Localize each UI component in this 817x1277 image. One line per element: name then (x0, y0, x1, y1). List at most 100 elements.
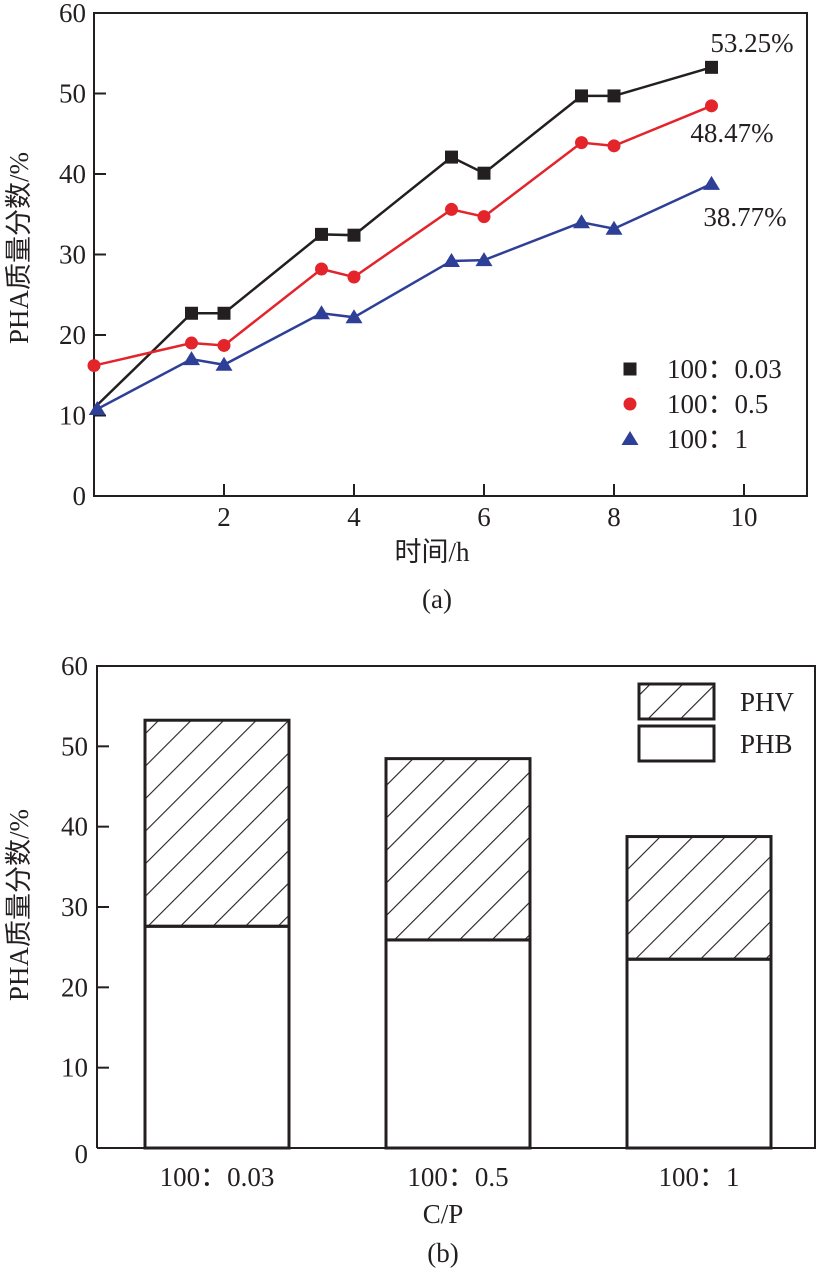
legend-marker (621, 431, 639, 445)
data-point (315, 262, 328, 276)
x-tick-label: 100：0.5 (407, 1162, 508, 1192)
legend-marker (623, 397, 637, 411)
data-point (87, 359, 101, 373)
chart-b-x-axis-title: C/P (423, 1199, 464, 1229)
y-tick-label: 30 (59, 240, 86, 270)
data-point (215, 356, 233, 371)
data-point (705, 60, 718, 74)
chart-a-y-axis: 0 10 20 30 40 50 60 (59, 0, 106, 511)
data-point (345, 309, 363, 324)
legend-item: PHV (637, 682, 795, 721)
series-line (96, 182, 713, 411)
legend-item: 100：1 (621, 424, 748, 454)
bar-segment-phb (384, 938, 532, 1150)
legend-item: 100：0.03 (623, 354, 782, 384)
chart-a-caption: (a) (422, 584, 452, 614)
chart-a-x-axis-title: 时间/h (394, 537, 470, 567)
y-tick-label: 40 (61, 812, 88, 842)
bar-segment-phb (625, 957, 773, 1150)
chart-b-legend: PHV PHB (637, 682, 795, 763)
legend-label: 100：1 (667, 424, 748, 454)
legend-label: 100：0.5 (667, 389, 768, 419)
chart-b-y-axis-title: PHA质量分数/% (4, 809, 34, 1001)
bar-segment-phv (143, 718, 291, 928)
bar-group (625, 835, 773, 1150)
data-point (573, 214, 590, 229)
data-point (347, 228, 361, 242)
x-tick-label: 100：0.03 (160, 1162, 275, 1192)
data-point (88, 401, 106, 416)
data-point (607, 139, 621, 153)
data-point (705, 99, 718, 113)
data-point (575, 89, 588, 103)
data-point (477, 166, 491, 180)
y-tick-label: 40 (59, 159, 86, 189)
chart-b-bars (143, 718, 773, 1150)
legend-swatch (637, 682, 716, 721)
x-tick-label: 10 (731, 502, 758, 532)
y-tick-label: 0 (75, 1139, 89, 1169)
x-tick-label: 4 (347, 502, 361, 532)
y-tick-label: 10 (59, 401, 86, 431)
x-tick-label: 8 (607, 502, 621, 532)
x-tick-label: 2 (217, 502, 231, 532)
end-value-label: 38.77% (703, 202, 786, 232)
bar-segment-phv (625, 835, 773, 961)
data-point (607, 89, 621, 103)
series-line (93, 104, 712, 367)
data-point (315, 227, 328, 241)
series-triangle: 38.77% (88, 175, 787, 416)
data-point (183, 351, 200, 366)
chart-a-x-axis: 2 4 6 8 10 (217, 484, 758, 532)
y-tick-label: 20 (59, 320, 86, 350)
data-point (477, 210, 491, 224)
legend-label: 100：0.03 (667, 354, 782, 384)
data-point (445, 150, 458, 164)
data-point (605, 220, 623, 235)
bar-segment-phb (143, 924, 291, 1150)
chart-b-x-axis: 100：0.03 100：0.5 100：1 (160, 1162, 740, 1192)
bar-group (143, 718, 291, 1150)
series-square: 53.25% (96, 28, 794, 406)
y-tick-label: 60 (61, 651, 88, 681)
x-tick-label: 100：1 (659, 1162, 740, 1192)
end-value-label: 48.47% (690, 118, 773, 148)
end-value-label: 53.25% (710, 28, 793, 58)
y-tick-label: 50 (61, 731, 88, 761)
legend-item: 100：0.5 (623, 389, 768, 419)
y-tick-label: 50 (59, 79, 86, 109)
data-point (703, 175, 720, 190)
data-point (443, 252, 460, 267)
legend-label: PHB (740, 729, 793, 759)
series-circle: 48.47% (87, 99, 774, 373)
y-tick-label: 60 (59, 0, 86, 28)
y-tick-label: 10 (61, 1053, 88, 1083)
data-point (575, 136, 588, 150)
data-point (217, 338, 231, 352)
y-tick-label: 0 (73, 481, 87, 511)
bar-segment-phv (384, 757, 532, 942)
data-point (185, 336, 198, 350)
legend-label: PHV (740, 687, 795, 717)
chart-b-caption: (b) (427, 1238, 458, 1268)
series-line (96, 66, 712, 406)
y-tick-label: 30 (61, 892, 88, 922)
chart-a-series: 53.25% 48.47% 38.77% (87, 28, 794, 416)
x-tick-label: 6 (477, 502, 491, 532)
y-tick-label: 20 (61, 972, 88, 1002)
data-point (313, 305, 330, 320)
legend-marker (623, 362, 637, 376)
legend-swatch (637, 724, 716, 763)
chart-b-y-axis: 0 10 20 30 40 50 60 (61, 651, 109, 1169)
chart-a-legend: 100：0.03 100：0.5 100：1 (621, 354, 782, 454)
chart-a-y-axis-title: PHA质量分数/% (4, 152, 34, 344)
data-point (445, 202, 458, 216)
data-point (347, 270, 361, 284)
bar-group (384, 757, 532, 1150)
data-point (217, 306, 231, 320)
data-point (185, 306, 198, 320)
legend-item: PHB (637, 724, 793, 763)
